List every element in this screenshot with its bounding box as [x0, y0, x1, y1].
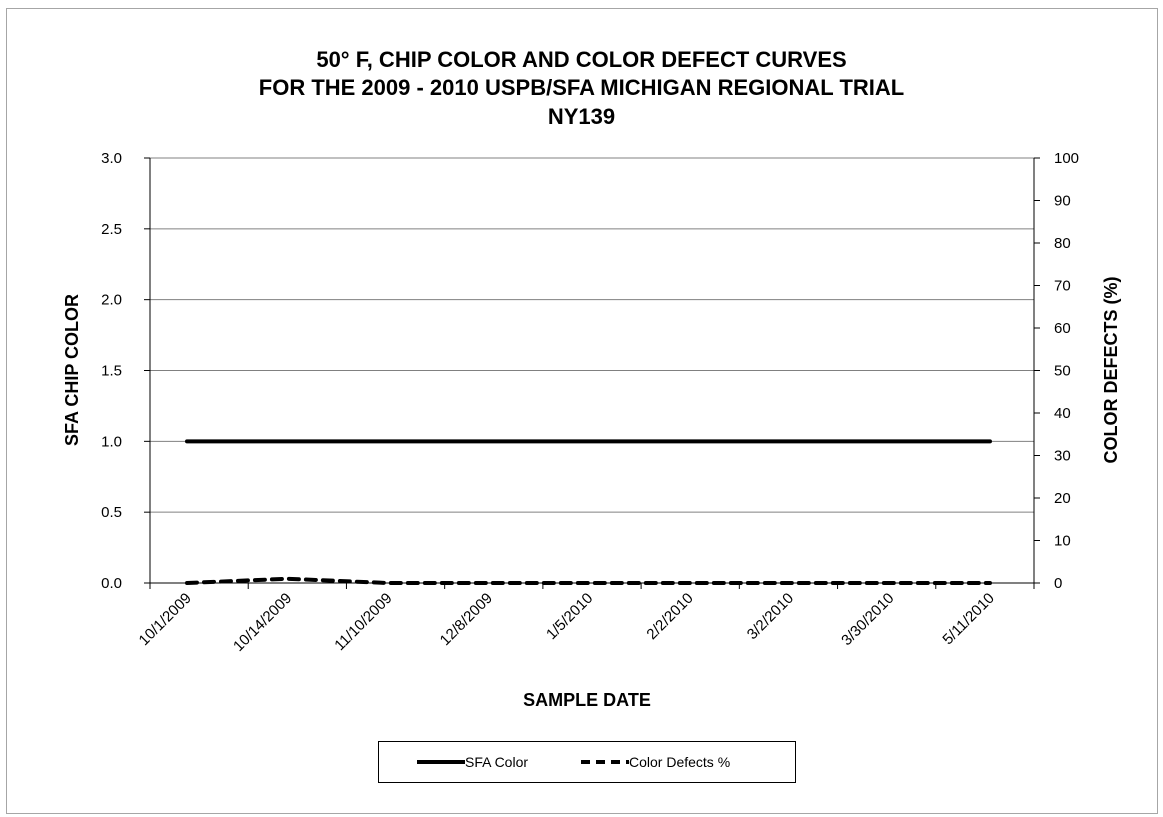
y2-tick-label: 50 [1054, 363, 1071, 380]
chart-frame [6, 8, 1158, 814]
x-tick-label: 3/2/2010 [744, 590, 797, 643]
gridlines [150, 157, 1034, 513]
series-line-color-defects [185, 576, 992, 585]
y2-tick-label: 90 [1054, 193, 1071, 210]
chart-title-line-2: FOR THE 2009 - 2010 USPB/SFA MICHIGAN RE… [258, 75, 905, 100]
legend: SFA Color Color Defects % [378, 741, 796, 783]
y2-axis-ticks: 0 10 20 30 40 50 60 70 80 90 100 [1034, 150, 1079, 592]
y2-tick-label: 100 [1054, 150, 1079, 167]
x-tick-label: 11/10/2009 [331, 590, 395, 654]
y-axis-title: SFA CHIP COLOR [62, 294, 82, 446]
y2-axis-title: COLOR DEFECTS (%) [1101, 276, 1121, 463]
legend-swatch-dashed [581, 760, 629, 764]
y-tick-label: 2.5 [101, 221, 122, 238]
y2-tick-label: 30 [1054, 448, 1071, 465]
x-tick-label: 3/30/2010 [838, 590, 897, 649]
x-tick-label: 2/2/2010 [643, 590, 696, 643]
x-tick-label: 10/1/2009 [136, 590, 195, 649]
x-tick-label: 5/11/2010 [939, 590, 997, 648]
x-tick-label: 1/5/2010 [543, 590, 596, 643]
y-tick-label: 0.5 [101, 504, 122, 521]
y2-tick-label: 20 [1054, 490, 1071, 507]
legend-swatch-solid [417, 760, 465, 764]
legend-label-sfa-color: SFA Color [465, 754, 529, 770]
y-tick-label: 0.0 [101, 575, 122, 592]
chart-title-line-3: NY139 [547, 104, 616, 129]
y-tick-label: 3.0 [101, 150, 122, 167]
y-tick-label: 1.5 [101, 363, 122, 380]
y2-tick-label: 40 [1054, 405, 1071, 422]
y2-tick-label: 10 [1054, 533, 1071, 550]
legend-label-color-defects: Color Defects % [629, 754, 731, 770]
y2-tick-label: 0 [1054, 575, 1062, 592]
x-tick-label: 12/8/2009 [437, 590, 496, 649]
legend-item-sfa-color: SFA Color [417, 742, 528, 782]
y2-tick-label: 80 [1054, 235, 1071, 252]
y-axis-ticks: 0.0 0.5 1.0 1.5 2.0 2.5 3.0 [101, 150, 150, 592]
x-axis-ticks: 10/1/2009 10/14/2009 11/10/2009 12/8/2009 1/… [136, 583, 1035, 655]
y2-tick-label: 60 [1054, 320, 1071, 337]
x-axis-title: SAMPLE DATE [523, 690, 651, 710]
chart-title-line-1: 50° F, CHIP COLOR AND COLOR DEFECT CURVE… [316, 47, 847, 72]
y-tick-label: 2.0 [101, 292, 122, 309]
y-tick-label: 1.0 [101, 433, 122, 450]
x-tick-label: 10/14/2009 [230, 590, 295, 655]
y2-tick-label: 70 [1054, 278, 1071, 295]
legend-item-color-defects: Color Defects % [581, 742, 730, 782]
